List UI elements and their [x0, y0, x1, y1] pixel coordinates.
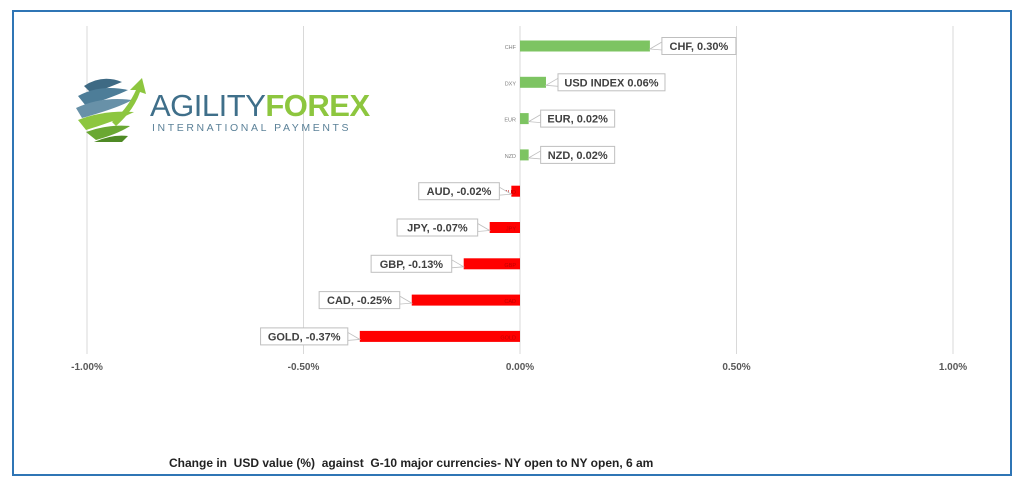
data-label: CAD, -0.25% — [327, 295, 392, 307]
category-label: CAD — [504, 299, 516, 305]
bar — [511, 185, 520, 197]
data-label-pointer — [527, 113, 542, 124]
data-label-box — [661, 37, 737, 55]
data-label-box — [540, 109, 616, 128]
data-label-pointer — [399, 295, 414, 305]
x-tick-label: 0.00% — [506, 362, 534, 373]
category-label: GBP — [504, 263, 516, 269]
bar — [520, 40, 650, 52]
data-label-pointer — [451, 259, 466, 269]
data-label-pointer — [648, 41, 663, 51]
bar — [520, 149, 529, 161]
data-label: JPY, -0.07% — [407, 223, 468, 235]
data-label-box — [318, 291, 401, 310]
chart-frame: -1.00% -0.50% 0.00% 0.50% 1.00% CHF CHF, 0.30%… — [12, 10, 1012, 476]
logo-globe-icon — [76, 78, 146, 142]
data-label: AUD, -0.02% — [427, 186, 492, 198]
bar — [359, 330, 520, 342]
bar — [411, 294, 520, 306]
data-label: NZD, 0.02% — [548, 150, 608, 162]
category-label: NZD — [505, 154, 516, 160]
data-label: GBP, -0.13% — [380, 259, 444, 271]
chart-caption: Change in USD value (%) against G-10 maj… — [169, 456, 654, 470]
bar — [520, 76, 546, 88]
data-label-box — [418, 182, 500, 201]
logo-wordmark: AGILITYFOREX — [150, 88, 370, 124]
logo-tagline: INTERNATIONAL PAYMENTS — [152, 122, 352, 134]
data-label-box — [540, 145, 616, 164]
x-tick-label: 1.00% — [939, 362, 967, 373]
data-label-box — [557, 73, 666, 92]
data-label-pointer — [527, 150, 542, 160]
category-label: GOLD — [500, 335, 516, 341]
bar — [489, 222, 520, 233]
data-label-pointer — [347, 331, 362, 341]
data-label-box — [260, 327, 349, 346]
category-label: DXY — [505, 81, 517, 87]
logo-word-agility: AGILITY — [150, 88, 266, 123]
x-tick-label: 0.50% — [722, 362, 750, 373]
data-label-box — [370, 254, 453, 273]
x-tick-label: -0.50% — [288, 362, 320, 373]
category-label: JPY — [506, 227, 516, 233]
x-tick-label: -1.00% — [71, 362, 103, 373]
data-label-pointer — [477, 222, 491, 232]
data-label: EUR, 0.02% — [547, 114, 608, 126]
bar — [463, 258, 520, 270]
bar — [520, 113, 529, 125]
data-label: USD INDEX 0.06% — [564, 77, 658, 89]
category-label: EUR — [504, 118, 516, 124]
data-label-pointer — [544, 77, 559, 87]
data-label: GOLD, -0.37% — [268, 331, 341, 343]
bar-chart: -1.00% -0.50% 0.00% 0.50% 1.00% CHF CHF, 0.30%… — [71, 26, 967, 373]
category-label: CHF — [505, 45, 517, 51]
data-label: CHF, 0.30% — [670, 41, 729, 53]
logo-word-forex: FOREX — [265, 88, 370, 123]
data-label-box — [396, 218, 479, 237]
agility-forex-logo: AGILITYFOREX INTERNATIONAL PAYMENTS — [72, 72, 370, 148]
